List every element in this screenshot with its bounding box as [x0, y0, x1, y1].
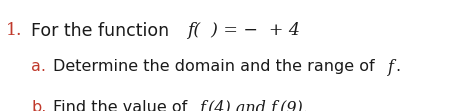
Text: f(  ) = −  + 4: f( ) = − + 4 — [187, 22, 300, 39]
Text: a.: a. — [31, 59, 46, 74]
Text: For the function: For the function — [31, 22, 175, 40]
Text: f: f — [388, 59, 394, 76]
Text: 1.: 1. — [6, 22, 22, 39]
Text: f (4) and f (9).: f (4) and f (9). — [200, 100, 308, 111]
Text: Determine the domain and the range of: Determine the domain and the range of — [53, 59, 380, 74]
Text: b.: b. — [31, 100, 46, 111]
Text: .: . — [396, 59, 401, 74]
Text: Find the value of: Find the value of — [53, 100, 192, 111]
